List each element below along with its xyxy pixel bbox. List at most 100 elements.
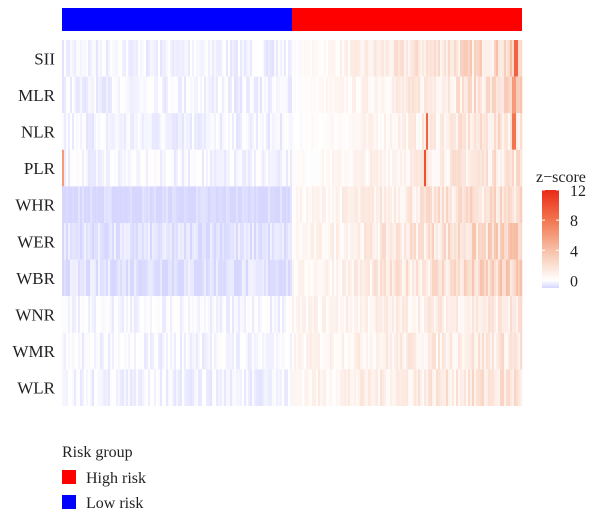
heatmap-cell [512,223,515,260]
heatmap-cell [78,259,81,297]
heatmap-cell [114,149,117,187]
heatmap-cell [178,40,181,77]
heatmap-cell [284,76,287,114]
heatmap-cell [282,149,285,187]
heatmap-cell [116,113,119,150]
heatmap-cell [464,296,467,333]
heatmap-cell [110,113,113,150]
heatmap-cell [482,259,485,297]
heatmap-cell [496,113,499,150]
heatmap-cell [92,40,95,77]
heatmap-cell [172,369,175,406]
heatmap-cell [434,296,437,333]
heatmap-cell [496,296,499,333]
heatmap-cell [236,369,239,406]
heatmap-cell [90,259,93,297]
heatmap-cell [290,76,293,114]
heatmap-cell [134,259,137,297]
heatmap-cell [312,369,315,406]
heatmap-cell [408,76,411,114]
heatmap-cell [168,223,171,260]
heatmap-cell [444,332,447,370]
heatmap-cell [158,332,161,370]
heatmap-cell [254,40,257,77]
heatmap-cell [498,259,501,297]
heatmap-cell [350,40,353,77]
heatmap-cell [220,259,223,297]
heatmap-cell [416,223,419,260]
heatmap-cell [214,113,217,150]
heatmap-cell [158,223,161,260]
heatmap-cell [120,223,123,260]
heatmap-cell [198,113,201,150]
heatmap-cell [170,40,173,77]
heatmap-cell [344,259,347,297]
heatmap-cell [400,149,403,187]
heatmap-cell [124,113,127,150]
heatmap-cell [278,149,281,187]
heatmap-cell [260,76,263,114]
heatmap-cell [408,296,411,333]
heatmap-cell [190,259,193,297]
heatmap-cell [210,76,213,114]
heatmap-cell [500,149,503,187]
heatmap-row-mlr [62,76,523,114]
heatmap-cell [124,296,127,333]
heatmap-cell [506,76,509,114]
heatmap-cell [460,296,463,333]
heatmap-cell [146,113,149,150]
heatmap-cell [278,332,281,370]
heatmap-cell [248,369,251,406]
heatmap-cell [64,369,67,406]
heatmap-cell [382,369,385,406]
heatmap-cell [438,223,441,260]
heatmap-cell [128,259,131,297]
heatmap-cell [88,259,91,297]
heatmap-cell [378,186,381,223]
heatmap-cell [160,369,163,406]
heatmap-cell [456,40,459,77]
heatmap-cell [142,332,145,370]
heatmap-cell [256,259,259,297]
heatmap-cell [68,186,71,223]
heatmap-cell [352,369,355,406]
heatmap-cell [74,369,77,406]
heatmap-cell [198,369,201,406]
heatmap-cell [314,186,317,223]
heatmap-cell [170,149,173,187]
heatmap-cell [170,259,173,297]
heatmap-cell [476,223,479,260]
heatmap-cell [190,223,193,260]
heatmap-cell [236,186,239,223]
heatmap-cell [62,186,65,223]
heatmap-cell [142,149,145,187]
heatmap-cell [362,40,365,77]
heatmap-cell [220,186,223,223]
heatmap-cell [316,40,319,77]
heatmap-cell [486,186,489,223]
heatmap-cell [114,186,117,223]
heatmap-cell [120,186,123,223]
heatmap-cell [198,186,201,223]
heatmap-cell [96,332,99,370]
heatmap-cell [486,76,489,114]
heatmap-cell [104,332,107,370]
heatmap-cell [252,332,255,370]
heatmap-cell [96,149,99,187]
heatmap-cell [126,76,129,114]
heatmap-cell [366,113,369,150]
heatmap-cell [500,369,503,406]
heatmap-cell [246,76,249,114]
heatmap-cell [222,149,225,187]
heatmap-cell [104,149,107,187]
heatmap-cell [172,40,175,77]
heatmap-cell [220,369,223,406]
heatmap-cell [490,223,493,260]
heatmap-cell [66,369,69,406]
heatmap-cell [302,296,305,333]
heatmap-cell [158,369,161,406]
heatmap-cell [106,186,109,223]
heatmap-cell [66,223,69,260]
heatmap-cell [408,113,411,150]
heatmap-cell [144,259,147,297]
